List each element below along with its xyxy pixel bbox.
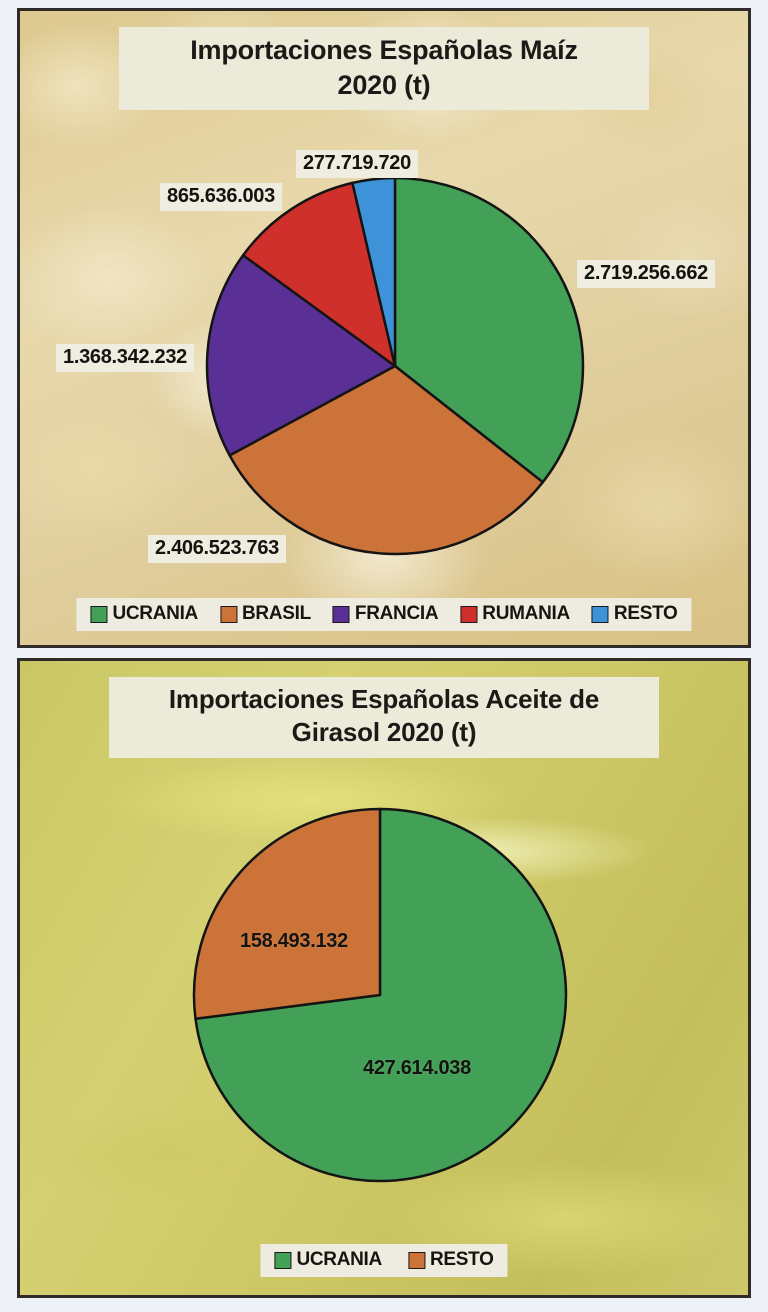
- pie-slice-resto: [351, 176, 397, 368]
- legend-item-francia: FRANCIA: [332, 603, 439, 625]
- legend-item-ucrania: UCRANIA: [90, 603, 198, 625]
- maiz-title-line-2: 2020 (t): [337, 69, 431, 100]
- legend-item-ucrania: UCRANIA: [274, 1249, 382, 1271]
- legend-item-resto: RESTO: [591, 603, 678, 625]
- girasol-pie-svg: [192, 807, 568, 1183]
- legend-item-label: RUMANIA: [482, 603, 570, 624]
- legend-item-label: UCRANIA: [296, 1249, 382, 1270]
- maiz-value-label-rumania: 865.636.003: [160, 183, 282, 211]
- maiz-pie-svg: [205, 176, 585, 556]
- pie-slice-francia: [205, 253, 397, 457]
- girasol-value-label-ucrania: 427.614.038: [363, 1057, 471, 1079]
- maiz-panel: Importaciones Españolas Maíz 2020 (t) 27…: [17, 8, 751, 648]
- maiz-value-label-brasil: 2.406.523.763: [148, 535, 287, 563]
- pie-slice-resto: [192, 807, 382, 1021]
- pie-slice-rumania: [241, 181, 397, 368]
- legend-item-label: UCRANIA: [112, 603, 198, 624]
- girasol-legend: UCRANIA RESTO: [260, 1244, 508, 1277]
- legend-item-label: RESTO: [429, 1249, 494, 1270]
- legend-item-label: RESTO: [613, 603, 678, 624]
- legend-swatch-icon: [407, 1251, 425, 1269]
- maiz-legend: UCRANIA BRASIL FRANCIA RUMANIA RESTO: [76, 598, 692, 631]
- legend-item-rumania: RUMANIA: [460, 603, 570, 625]
- pie-slice-brasil: [228, 364, 545, 556]
- maiz-pie-chart: [205, 171, 585, 561]
- legend-swatch-icon: [274, 1251, 292, 1269]
- legend-swatch-icon: [332, 605, 350, 623]
- maiz-value-label-ucrania: 2.719.256.662: [577, 260, 716, 288]
- girasol-title-line-1: Importaciones Españolas Aceite de: [168, 684, 600, 714]
- legend-item-resto: RESTO: [407, 1249, 494, 1271]
- legend-item-label: FRANCIA: [354, 603, 439, 624]
- maiz-title-line-1: Importaciones Españolas Maíz: [190, 35, 578, 65]
- girasol-pie-chart: [190, 805, 570, 1185]
- maiz-value-label-resto: 277.719.720: [296, 150, 418, 178]
- legend-swatch-icon: [219, 605, 237, 623]
- pie-slice-ucrania: [393, 176, 585, 484]
- girasol-chart-title: Importaciones Españolas Aceite de Giraso…: [109, 677, 659, 758]
- maiz-chart-title: Importaciones Españolas Maíz 2020 (t): [119, 27, 649, 111]
- girasol-slice-group: [192, 807, 568, 1183]
- legend-item-label: BRASIL: [241, 603, 311, 624]
- girasol-title-line-2: Girasol 2020 (t): [291, 717, 477, 748]
- legend-swatch-icon: [90, 605, 108, 623]
- maiz-slice-group: [205, 176, 585, 556]
- legend-item-brasil: BRASIL: [219, 603, 311, 625]
- legend-swatch-icon: [591, 605, 609, 623]
- maiz-value-label-francia: 1.368.342.232: [56, 344, 195, 372]
- girasol-value-label-resto: 158.493.132: [240, 930, 348, 952]
- legend-swatch-icon: [460, 605, 478, 623]
